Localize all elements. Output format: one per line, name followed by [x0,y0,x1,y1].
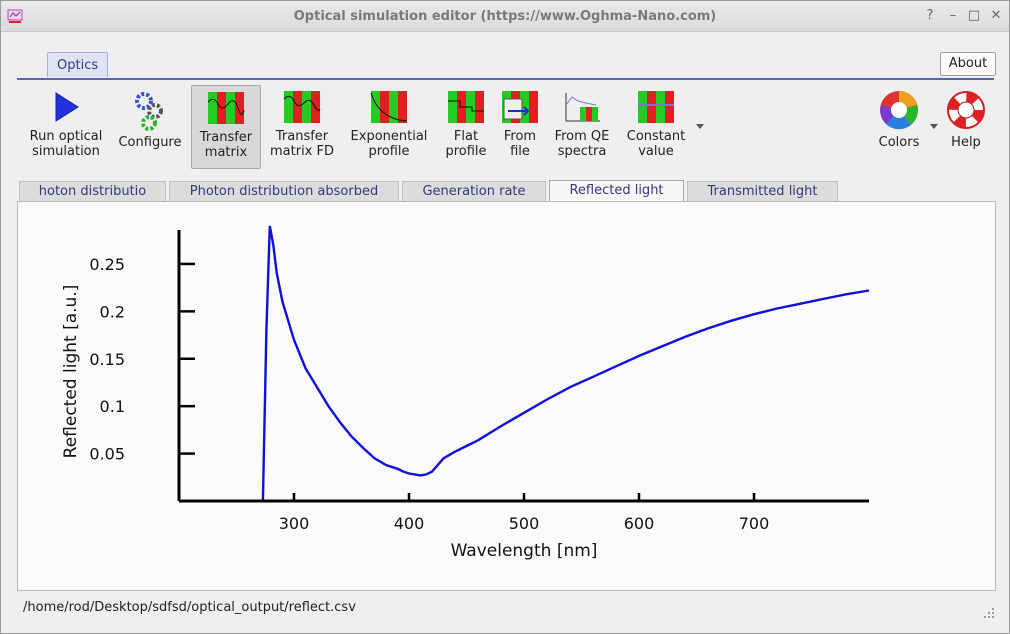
help-button[interactable]: Help [941,85,991,167]
tool-label: Transfer [199,130,253,145]
y-tick-label: 0.1 [100,397,125,416]
y-axis-label: Reflected light [a.u.] [61,285,81,459]
transfer-matrix-icon [207,92,245,124]
tool-label: file [510,144,530,159]
tool-label: Transfer [275,129,329,144]
constant-value-icon [638,91,674,123]
x-axis-label: Wavelength [nm] [451,541,598,561]
maximize-icon[interactable]: □ [967,8,981,23]
tool-label: Colors [878,135,920,150]
x-tick-label: 700 [739,514,770,533]
constant-value-button[interactable]: Constant value [623,85,689,167]
tool-label: profile [368,144,410,159]
y-tick-label: 0.15 [89,350,125,369]
x-tick-label: 300 [279,514,310,533]
transfer-matrix-fd-icon [283,91,321,123]
lifebuoy-icon [947,91,985,129]
window-title: Optical simulation editor (https://www.O… [293,9,717,24]
close-icon[interactable]: ✕ [990,8,1002,23]
exponential-profile-button[interactable]: Exponential profile [346,85,432,167]
tool-label: From [503,129,537,144]
tab-photon-distribution[interactable]: hoton distributio [19,181,166,202]
help-window-icon[interactable]: ? [926,8,934,23]
x-tick-label: 400 [394,514,425,533]
tool-label: Constant [626,129,686,144]
flat-profile-button[interactable]: Flat profile [441,85,491,167]
resize-grip-icon[interactable] [983,607,995,619]
gears-icon [135,92,163,131]
tool-label: spectra [557,144,607,159]
x-tick-label: 500 [509,514,540,533]
transfer-matrix-button[interactable]: Transfer matrix [191,85,261,169]
x-tick-label: 600 [624,514,655,533]
minimize-icon[interactable]: – [949,8,957,23]
y-tick-label: 0.2 [100,302,125,321]
tool-label: profile [445,144,487,159]
toolbar-overflow-chevron-down-icon[interactable] [696,124,704,129]
tab-photon-distribution-absorbed[interactable]: Photon distribution absorbed [169,181,399,202]
status-file-path: /home/rod/Desktop/sdfsd/optical_output/r… [23,600,356,615]
tool-label: simulation [32,144,100,159]
about-button[interactable]: About [940,52,996,76]
tool-label: Help [951,135,981,150]
colors-chevron-down-icon[interactable] [930,124,938,129]
tab-transmitted-light[interactable]: Transmitted light [687,181,838,202]
tool-label: matrix FD [270,144,334,159]
oghma-app-icon [7,9,23,23]
tool-label: matrix [204,145,248,160]
tool-label: From QE [554,129,610,144]
play-icon [55,92,79,122]
y-tick-label: 0.25 [89,255,125,274]
tool-label: Configure [118,135,182,150]
plot-area[interactable]: 300 400 500 600 700 0.05 0.1 0.15 0.2 0.25 Wavele… [17,201,996,591]
color-wheel-icon [880,91,918,130]
y-tick-label: 0.05 [89,445,125,464]
transfer-matrix-fd-button[interactable]: Transfer matrix FD [265,85,339,167]
ribbon-tab-bar: Optics [17,51,994,80]
tool-label: value [638,144,674,159]
tool-label: Flat [453,129,479,144]
run-optical-simulation-button[interactable]: Run optical simulation [23,85,109,167]
exponential-profile-icon [370,91,408,123]
tool-label: Exponential [350,129,428,144]
qe-spectra-icon [565,93,600,122]
tool-label: Run optical [29,129,103,144]
colors-button[interactable]: Colors [871,85,927,167]
from-file-button[interactable]: From file [498,85,542,167]
flat-profile-icon [448,91,484,123]
reflected-light-chart[interactable]: 300 400 500 600 700 0.05 0.1 0.15 0.2 0.25 Wavele… [18,202,995,590]
from-qe-spectra-button[interactable]: From QE spectra [549,85,615,167]
from-file-icon [502,91,538,123]
reflected-light-series-line [179,225,870,503]
title-bar[interactable]: Optical simulation editor (https://www.O… [1,1,1009,32]
tab-generation-rate[interactable]: Generation rate [402,181,546,202]
configure-button[interactable]: Configure [114,85,186,167]
tab-optics[interactable]: Optics [47,52,109,77]
